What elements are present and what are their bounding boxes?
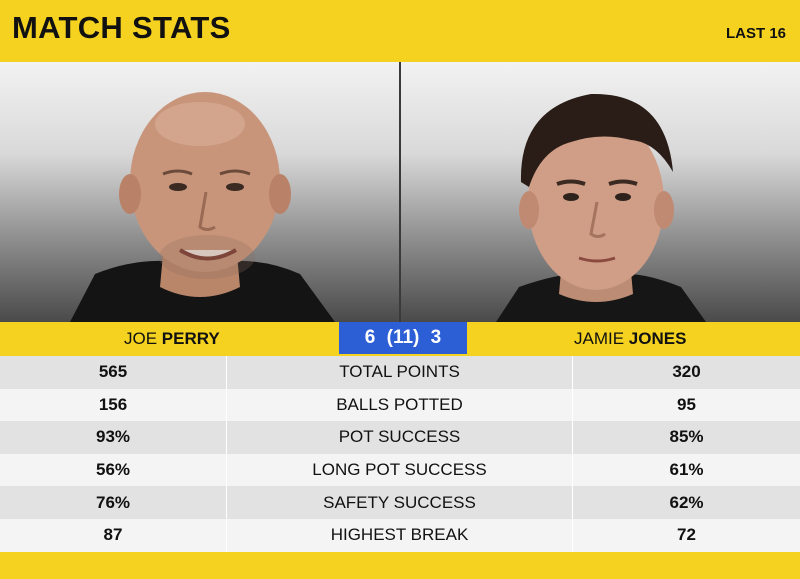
page-title: MATCH STATS	[12, 10, 231, 45]
left-value: 87	[103, 525, 123, 545]
right-value: 320	[672, 362, 701, 382]
player-left-last-name: PERRY	[161, 329, 220, 348]
right-value: 62%	[669, 492, 704, 512]
stat-label: TOTAL POINTS	[226, 356, 573, 389]
table-row: 56% LONG POT SUCCESS 61%	[0, 453, 800, 487]
right-value: 61%	[669, 460, 704, 480]
stats-table: 565 TOTAL POINTS 320 156 BALLS POTTED 95…	[0, 356, 800, 552]
stat-label: POT SUCCESS	[226, 421, 573, 454]
stat-label: LONG POT SUCCESS	[226, 453, 573, 487]
stat-label: HIGHEST BREAK	[226, 518, 573, 552]
player-left-first-name: JOE	[124, 329, 158, 348]
player-photos	[0, 62, 800, 322]
left-value: 156	[98, 394, 128, 414]
stat-label: BALLS POTTED	[226, 388, 573, 422]
left-value: 56%	[95, 460, 131, 480]
table-row: 93% POT SUCCESS 85%	[0, 421, 800, 454]
player-right-photo	[401, 62, 800, 322]
table-row: 156 BALLS POTTED 95	[0, 388, 800, 422]
left-value: 93%	[95, 427, 131, 447]
table-row: 565 TOTAL POINTS 320	[0, 356, 800, 389]
left-value: 76%	[95, 492, 131, 512]
right-value: 95	[677, 394, 696, 414]
player-right-name: JAMIE JONES	[574, 329, 686, 349]
player-left-photo	[0, 62, 399, 322]
left-value: 565	[98, 362, 128, 382]
table-row: 87 HIGHEST BREAK 72	[0, 518, 800, 552]
right-value: 85%	[669, 427, 704, 447]
footer-bar	[0, 552, 800, 579]
player-left-name: JOE PERRY	[124, 329, 220, 349]
player-right-first-name: JAMIE	[574, 329, 625, 348]
round-label: LAST 16	[725, 25, 786, 42]
table-row: 76% SAFETY SUCCESS 62%	[0, 486, 800, 519]
stat-label: SAFETY SUCCESS	[226, 486, 573, 519]
score-badge: 6 (11) 3	[339, 322, 467, 354]
right-value: 72	[677, 525, 696, 545]
player-right-last-name: JONES	[628, 329, 687, 348]
header-bar: MATCH STATS LAST 16	[0, 0, 800, 62]
